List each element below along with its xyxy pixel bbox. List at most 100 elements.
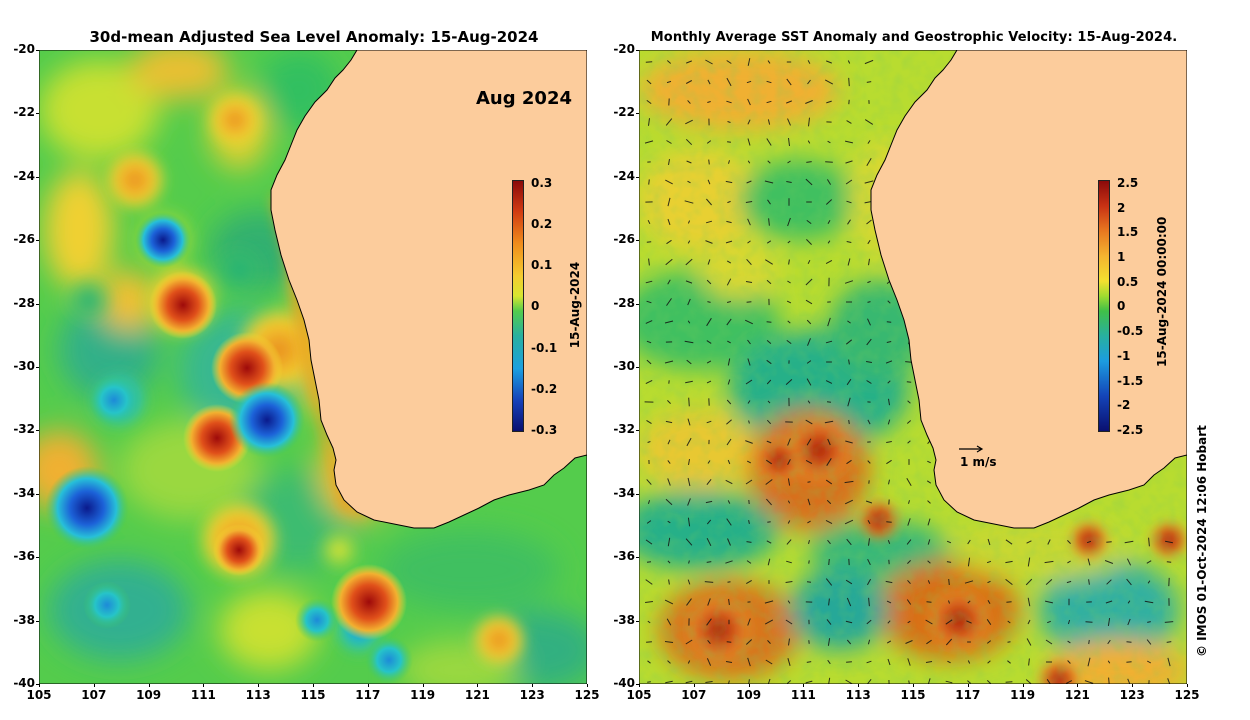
velocity-vector — [787, 438, 791, 446]
velocity-vector — [767, 521, 771, 523]
velocity-vector — [824, 79, 834, 85]
velocity-vector — [848, 419, 850, 425]
velocity-vector — [885, 580, 893, 584]
velocity-vector — [726, 399, 732, 405]
velocity-vector — [1107, 660, 1111, 664]
sst-anomaly-map[interactable] — [639, 50, 1187, 684]
velocity-vector — [787, 280, 791, 284]
velocity-vector — [906, 539, 912, 545]
sea-level-anomaly-map[interactable] — [39, 50, 587, 684]
velocity-vector — [686, 359, 692, 365]
velocity-vector — [1146, 639, 1152, 645]
velocity-vector — [728, 598, 730, 606]
velocity-vector — [745, 440, 753, 444]
velocity-vector — [767, 678, 771, 684]
velocity-vector — [706, 658, 712, 666]
velocity-vector — [705, 500, 713, 504]
velocity-vector — [687, 517, 691, 527]
velocity-vector — [685, 380, 693, 384]
velocity-vector — [867, 519, 871, 525]
velocity-vector — [746, 579, 752, 585]
velocity-vector — [767, 400, 771, 404]
velocity-vector — [725, 479, 733, 485]
right-lat-tick-label: -20 — [613, 42, 635, 56]
velocity-vector — [844, 480, 854, 484]
velocity-vector — [945, 638, 953, 646]
velocity-vector — [1028, 658, 1030, 666]
velocity-vector — [1147, 580, 1151, 584]
velocity-vector — [826, 619, 832, 625]
velocity-vector — [867, 239, 871, 245]
velocity-vector — [725, 180, 733, 184]
velocity-vector — [805, 419, 813, 425]
velocity-vector — [646, 79, 652, 85]
right-lat-tick-label: -30 — [613, 359, 635, 373]
velocity-vector — [927, 518, 931, 526]
sla-low-eddy — [45, 466, 129, 550]
copyright-notice: © IMOS 01-Oct-2024 12:06 Hobart — [1195, 425, 1209, 657]
velocity-vector — [726, 318, 732, 326]
velocity-vector — [747, 160, 751, 164]
velocity-vector — [906, 599, 912, 605]
velocity-vector — [807, 60, 811, 64]
velocity-vector — [646, 641, 652, 643]
sla-colorbar-tick: -0.2 — [531, 382, 558, 396]
velocity-vector — [907, 440, 911, 444]
velocity-vector — [767, 558, 771, 566]
velocity-vector — [986, 640, 992, 644]
velocity-vector — [888, 479, 890, 485]
velocity-vector — [946, 561, 952, 563]
sla-low-eddy — [135, 212, 191, 268]
right-lat-tick-label: -28 — [613, 295, 635, 310]
left-lon-tick-label: 117 — [355, 688, 381, 702]
velocity-vector — [766, 540, 772, 544]
velocity-vector — [647, 620, 651, 624]
velocity-vector — [844, 140, 854, 144]
velocity-vector — [707, 101, 711, 103]
velocity-vector — [867, 280, 871, 284]
velocity-vector — [646, 99, 652, 105]
velocity-vector — [1107, 639, 1111, 645]
velocity-vector — [667, 400, 671, 404]
right-lat-tick-mark — [636, 493, 639, 495]
velocity-vector — [787, 478, 791, 486]
right-lat-tick-label: -26 — [613, 232, 635, 247]
right-lon-tick-label: 117 — [955, 688, 981, 702]
left-lat-tick-mark — [36, 113, 39, 115]
left-lat-tick-label: -40 — [13, 676, 35, 690]
velocity-vector — [1067, 640, 1071, 644]
velocity-vector — [685, 538, 693, 546]
velocity-vector — [704, 581, 714, 583]
velocity-vector — [865, 500, 873, 504]
velocity-vector — [806, 360, 812, 364]
velocity-vector — [726, 60, 732, 64]
velocity-vector — [806, 239, 812, 245]
velocity-vector — [687, 320, 691, 324]
velocity-vector — [826, 179, 832, 185]
velocity-vector — [686, 160, 692, 164]
right-lon-tick-label: 123 — [1119, 688, 1145, 702]
velocity-vector — [746, 258, 752, 266]
velocity-vector — [967, 600, 971, 604]
velocity-vector — [805, 278, 813, 286]
left-lon-tick-label: 119 — [410, 688, 436, 702]
velocity-vector — [667, 197, 671, 207]
velocity-vector — [727, 141, 731, 143]
velocity-vector — [727, 358, 731, 366]
velocity-vector — [868, 597, 870, 607]
velocity-vector — [948, 600, 950, 604]
left-lat-tick-mark — [36, 620, 39, 622]
right-lon-tick-mark — [1077, 684, 1079, 687]
right-lon-tick-mark — [1187, 684, 1188, 687]
sla-low-eddy — [365, 636, 413, 684]
velocity-vector — [706, 561, 712, 563]
velocity-vector — [866, 380, 872, 384]
right-lon-tick-label: 125 — [1174, 688, 1200, 702]
velocity-vector — [786, 100, 792, 104]
right-lat-tick-mark — [636, 684, 639, 685]
velocity-vector — [806, 161, 812, 163]
velocity-vector — [707, 79, 711, 85]
velocity-vector — [925, 661, 933, 663]
velocity-vector — [1005, 539, 1013, 545]
velocity-vector — [726, 301, 732, 303]
